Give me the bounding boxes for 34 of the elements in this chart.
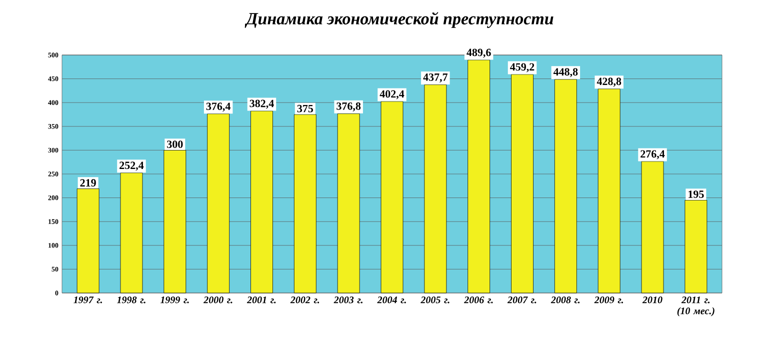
bar xyxy=(380,101,404,294)
data-label: 376,8 xyxy=(336,102,361,112)
x-tick-label: 1997 г. xyxy=(74,296,102,304)
data-label: 252,4 xyxy=(120,162,144,171)
data-label: 402,4 xyxy=(380,90,404,100)
data-label: 376,4 xyxy=(206,102,230,112)
data-label: 489,6 xyxy=(466,48,491,58)
x-tick-label: 2009 г. xyxy=(594,296,623,304)
x-tick-label: 2000 г. xyxy=(204,296,232,304)
x-tick-label: 2005 г. xyxy=(420,296,450,304)
x-tick-label: 2003 г. xyxy=(334,296,362,304)
x-tick-label: 1998 г. xyxy=(117,296,146,304)
data-label: 219 xyxy=(80,179,96,187)
x-tick-label: 2002 г. xyxy=(290,296,320,304)
x-tick-label: 2007 г. xyxy=(507,296,536,304)
bar xyxy=(424,84,447,294)
data-label: 428,8 xyxy=(596,78,622,87)
x-tick-label: 2006 г. xyxy=(464,296,493,304)
data-label: 382,4 xyxy=(250,100,274,109)
x-tick-label: 2008 г. xyxy=(550,296,580,304)
x-tick-label: 2004 г. xyxy=(377,296,406,304)
data-label: 448,8 xyxy=(553,68,578,78)
x-tick-label: 2010 xyxy=(642,296,662,304)
x-tick-label: 2011 г. (10 мес.) xyxy=(677,296,714,316)
bar xyxy=(598,88,620,294)
data-label: 437,7 xyxy=(423,73,448,82)
x-tick-label: 1999 г. xyxy=(160,296,189,304)
data-label: 375 xyxy=(297,104,314,112)
x-tick-label: 2001 г. xyxy=(246,296,276,304)
data-label: 195 xyxy=(688,190,704,198)
data-label: 300 xyxy=(167,140,183,148)
data-label: 459,2 xyxy=(510,63,534,72)
chart-title: Динамика экономической преступности xyxy=(244,12,554,28)
data-label: 276,4 xyxy=(640,150,665,160)
